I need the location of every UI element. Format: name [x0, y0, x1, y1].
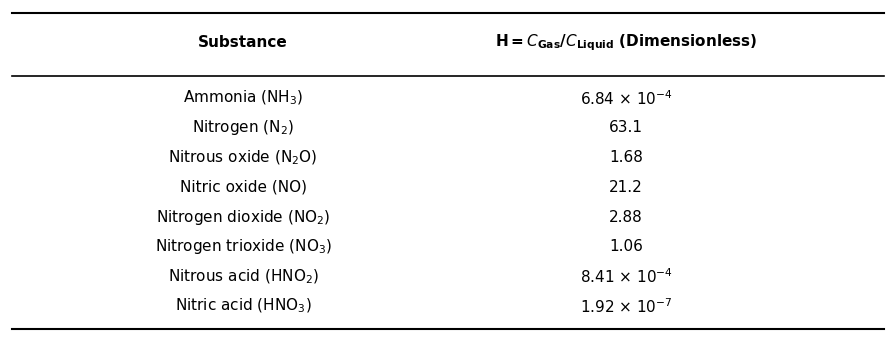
Text: 1.68: 1.68: [609, 150, 643, 165]
Text: Nitrous acid (HNO$_2$): Nitrous acid (HNO$_2$): [168, 267, 319, 286]
Text: Substance: Substance: [198, 35, 289, 50]
Text: Ammonia (NH$_3$): Ammonia (NH$_3$): [184, 89, 303, 107]
Text: Nitrogen trioxide (NO$_3$): Nitrogen trioxide (NO$_3$): [155, 237, 332, 256]
Text: 21.2: 21.2: [609, 180, 643, 195]
Text: Nitric oxide (NO): Nitric oxide (NO): [180, 180, 306, 195]
Text: 8.41 × 10$^{-4}$: 8.41 × 10$^{-4}$: [580, 267, 673, 286]
Text: $\mathbf{H = \mathit{C}_{Gas}/\mathit{C}_{Liquid}}$ $\mathbf{(Dimensionless)}$: $\mathbf{H = \mathit{C}_{Gas}/\mathit{C}…: [495, 32, 757, 53]
Text: Nitrous oxide (N$_2$O): Nitrous oxide (N$_2$O): [168, 148, 318, 167]
Text: 1.92 × 10$^{-7}$: 1.92 × 10$^{-7}$: [580, 297, 672, 316]
Text: 63.1: 63.1: [609, 120, 643, 136]
Text: 2.88: 2.88: [609, 210, 643, 225]
Text: Nitrogen (N$_2$): Nitrogen (N$_2$): [192, 118, 294, 138]
Text: 6.84 × 10$^{-4}$: 6.84 × 10$^{-4}$: [580, 89, 672, 107]
Text: Nitrogen dioxide (NO$_2$): Nitrogen dioxide (NO$_2$): [156, 208, 331, 226]
Text: 1.06: 1.06: [609, 239, 643, 254]
Text: Nitric acid (HNO$_3$): Nitric acid (HNO$_3$): [175, 297, 312, 315]
